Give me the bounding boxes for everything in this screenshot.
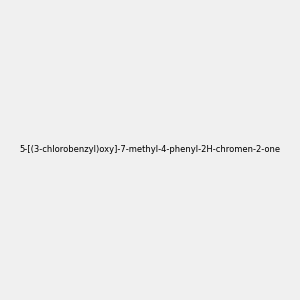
Text: 5-[(3-chlorobenzyl)oxy]-7-methyl-4-phenyl-2H-chromen-2-one: 5-[(3-chlorobenzyl)oxy]-7-methyl-4-pheny… — [20, 146, 281, 154]
